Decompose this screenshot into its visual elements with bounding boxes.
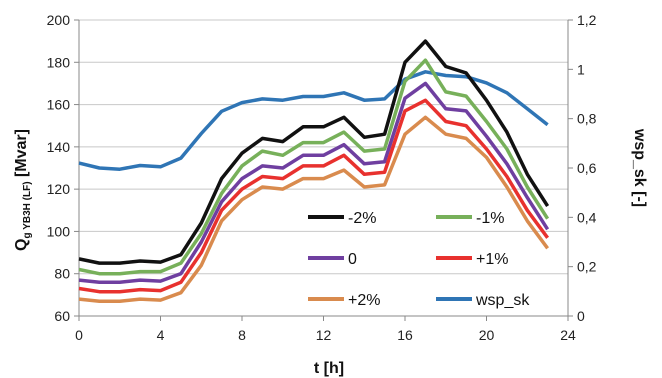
y2-tick-label: 0,6 bbox=[577, 160, 597, 176]
legend-label: +2% bbox=[348, 292, 380, 309]
y2-tick-label: 0,2 bbox=[577, 259, 597, 275]
legend-label: -1% bbox=[476, 210, 504, 227]
y-tick-label: 140 bbox=[47, 139, 71, 155]
legend-label: 0 bbox=[348, 251, 357, 268]
x-tick-label: 16 bbox=[397, 327, 413, 343]
series-line-+2% bbox=[78, 115, 550, 303]
x-tick-label: 12 bbox=[316, 327, 332, 343]
y-tick-label: 200 bbox=[47, 12, 71, 28]
y-tick-label: 160 bbox=[47, 97, 71, 113]
y-axis-title-sub: g YB3H (LF) bbox=[22, 181, 33, 238]
legend-label: -2% bbox=[348, 210, 376, 227]
y-tick-label: 120 bbox=[47, 181, 71, 197]
y2-tick-label: 0 bbox=[577, 308, 585, 324]
x-tick-label: 4 bbox=[157, 327, 165, 343]
y2-tick-label: 1 bbox=[577, 61, 585, 77]
legend-label: wsp_sk bbox=[475, 292, 530, 309]
y2-tick-label: 0,8 bbox=[577, 111, 597, 127]
y-tick-label: 80 bbox=[54, 266, 70, 282]
legend: -2% -1% 0 +1% +2% wsp_sk bbox=[308, 210, 530, 309]
gridlines bbox=[79, 19, 568, 275]
y-tick-label: 180 bbox=[47, 54, 71, 70]
y2-axis-title: wsp_sk [-] bbox=[631, 128, 648, 207]
tick-labels: 608010012014016018020000,20,40,60,811,20… bbox=[47, 12, 597, 343]
x-tick-label: 24 bbox=[560, 327, 576, 343]
series-line--1% bbox=[78, 58, 550, 276]
y-axis-title: Qg YB3H (LF) [Mvar] bbox=[13, 129, 33, 251]
y2-tick-label: 0,4 bbox=[577, 209, 597, 225]
series-line-0 bbox=[78, 81, 550, 284]
y2-tick-label: 1,2 bbox=[577, 12, 597, 28]
y-tick-label: 60 bbox=[54, 308, 70, 324]
legend-label: +1% bbox=[476, 251, 508, 268]
axes bbox=[74, 19, 573, 321]
y-axis-title-main: Q bbox=[13, 239, 30, 251]
series-layer bbox=[78, 39, 550, 303]
y-axis-title-unit: [Mvar] bbox=[13, 129, 30, 181]
x-axis-title: t [h] bbox=[314, 360, 344, 377]
series-line--2% bbox=[78, 39, 550, 265]
y-tick-label: 100 bbox=[47, 223, 71, 239]
x-tick-label: 8 bbox=[238, 327, 246, 343]
series-line-+1% bbox=[78, 98, 550, 294]
x-tick-label: 20 bbox=[479, 327, 495, 343]
x-tick-label: 0 bbox=[75, 327, 83, 343]
